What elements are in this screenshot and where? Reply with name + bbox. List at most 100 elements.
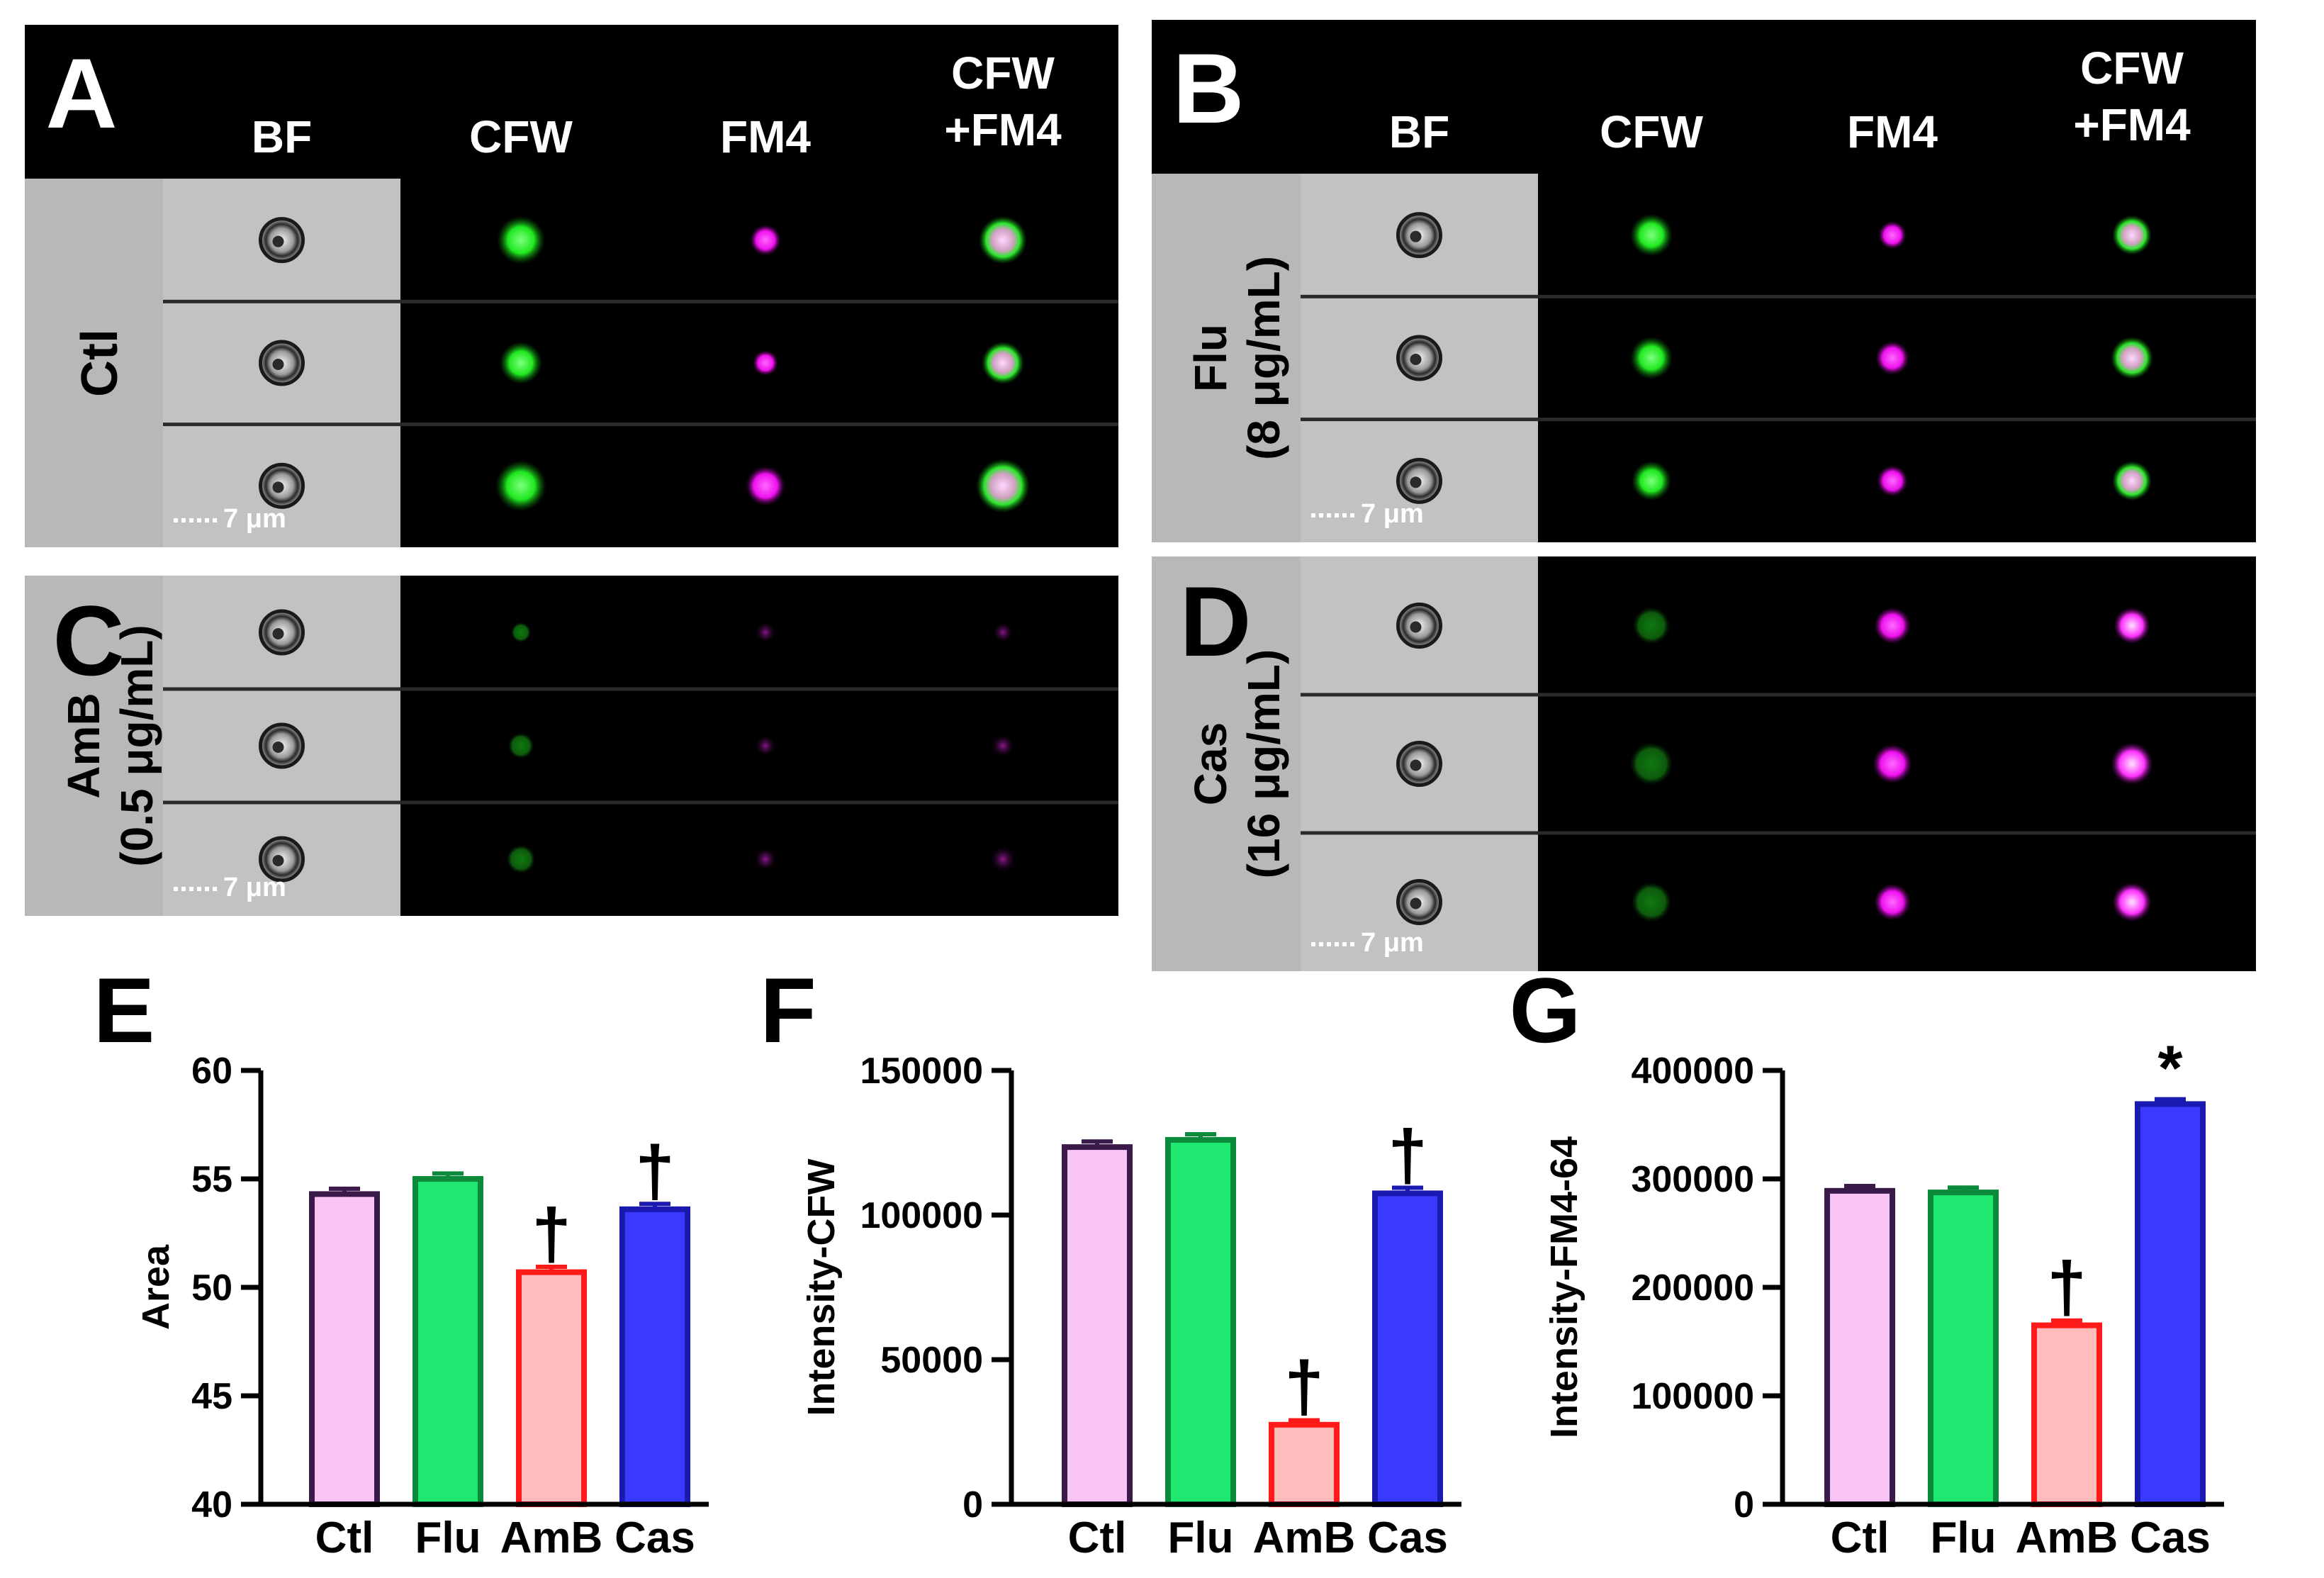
y-tick-label: 400000 <box>1631 1051 1754 1092</box>
col-header-merge-line1: CFW <box>2080 43 2184 94</box>
row-label-line1: AmB <box>58 693 109 798</box>
y-tick-label: 150000 <box>860 1051 983 1092</box>
cfw-cell <box>497 216 545 264</box>
fm4-cell <box>1878 220 1907 250</box>
scale-bar-label: 7 μm <box>223 504 286 534</box>
fm4-cell <box>756 622 775 642</box>
fm4-cell <box>750 224 781 256</box>
col-header-cfw: CFW <box>469 111 573 162</box>
panel-d: 7 μm Cas (16 μg/mL)D <box>1152 556 2256 971</box>
y-tick-label: 100000 <box>1631 1376 1754 1417</box>
bf-cell-core <box>1410 354 1422 365</box>
y-tick-label: 0 <box>962 1484 983 1526</box>
row-label-line1: Cas <box>1185 722 1236 805</box>
bar-charts: E Ctl Flu † AmB † Cas 40 45 50 55 60 Area F Ctl Flu † AmB… <box>94 958 2224 1562</box>
y-axis-label: Area <box>135 1244 177 1330</box>
merge-cell <box>992 734 1014 757</box>
x-tick-label-ctl: Ctl <box>1068 1513 1127 1562</box>
col-header-cfw: CFW <box>1600 106 1703 157</box>
row-label-column <box>1152 556 1301 971</box>
y-tick-label: 45 <box>191 1376 232 1417</box>
cfw-cell <box>1630 742 1673 785</box>
fm4-cell <box>1875 341 1909 375</box>
bf-cell-core <box>1410 476 1422 488</box>
x-tick-label-flu: Flu <box>1931 1513 1997 1562</box>
bar-ctl <box>1062 1144 1133 1507</box>
fm4-cell <box>756 736 775 756</box>
y-axis-label: Intensity-CFW <box>800 1158 843 1416</box>
x-tick-label-cas: Cas <box>1367 1513 1448 1562</box>
panel-c: 7 μm AmB (0.5 μg/mL)C <box>25 576 1118 916</box>
scale-bar-label: 7 μm <box>1361 499 1424 529</box>
bar-cas <box>619 1206 690 1507</box>
col-header-merge-line2: +FM4 <box>944 104 1062 155</box>
x-tick-label-ctl: Ctl <box>1831 1513 1890 1562</box>
significance-mark-cas: † <box>1388 1115 1427 1194</box>
merge-cell <box>979 216 1027 264</box>
merge-cell <box>2112 461 2152 501</box>
row-label-column <box>1152 174 1301 542</box>
y-tick-label: 100000 <box>860 1195 983 1236</box>
bar-flu <box>1165 1136 1236 1508</box>
cfw-cell <box>511 622 531 642</box>
bf-cell-core <box>1410 230 1422 242</box>
cfw-cell <box>1632 461 1671 501</box>
y-tick-label: 50 <box>191 1268 232 1309</box>
fm4-cell <box>1874 883 1911 921</box>
x-tick-label-amb: AmB <box>500 1513 603 1562</box>
y-tick-label: 200000 <box>1631 1268 1754 1309</box>
panel-header-bar <box>25 25 1118 179</box>
bar-amb <box>516 1269 587 1507</box>
bar-cas <box>2135 1101 2206 1508</box>
x-tick-label-amb: AmB <box>2016 1513 2118 1562</box>
col-header-merge-line2: +FM4 <box>2073 99 2191 150</box>
merge-cell <box>2111 742 2153 785</box>
bf-cell-core <box>1410 897 1422 910</box>
bar-ctl <box>1824 1187 1895 1507</box>
cfw-cell <box>495 460 546 512</box>
bf-cell-core <box>1410 759 1422 771</box>
panel-letter: C <box>52 585 124 696</box>
bf-cell-core <box>272 481 284 493</box>
row-label-column <box>25 179 163 547</box>
cfw-cell <box>507 845 535 873</box>
merge-cell <box>976 459 1030 513</box>
row-label-line2: (0.5 μg/mL) <box>111 625 162 866</box>
fm4-cell <box>746 466 785 506</box>
chart-e: E Ctl Flu † AmB † Cas 40 45 50 55 60 Area <box>94 958 709 1562</box>
bf-cell-core <box>1410 621 1422 633</box>
panel-letter: G <box>1509 958 1581 1062</box>
row-label-column <box>25 576 163 916</box>
col-header-bf: BF <box>1389 106 1449 157</box>
y-tick-label: 300000 <box>1631 1159 1754 1200</box>
bf-cell-core <box>272 855 284 866</box>
x-tick-label-ctl: Ctl <box>315 1513 374 1562</box>
fm4-cell <box>1877 465 1908 497</box>
bf-cell-core <box>272 628 284 639</box>
cfw-cell <box>1632 882 1671 922</box>
row-label-line2: (16 μg/mL) <box>1238 649 1289 879</box>
x-tick-label-cas: Cas <box>614 1513 695 1562</box>
y-tick-label: 0 <box>1734 1484 1754 1526</box>
panel-letter: A <box>45 38 117 149</box>
y-axis-label: Intensity-FM4-64 <box>1543 1136 1585 1438</box>
merge-cell <box>982 342 1024 384</box>
x-tick-label-flu: Flu <box>1168 1513 1234 1562</box>
y-tick-label: 60 <box>191 1051 232 1092</box>
scale-bar-label: 7 μm <box>1361 928 1424 958</box>
row-label-line1: Flu <box>1185 324 1236 392</box>
cfw-cell <box>1633 607 1670 644</box>
bar-ctl <box>309 1191 380 1508</box>
col-header-bf: BF <box>252 111 312 162</box>
panel-header-bar <box>1152 20 2256 174</box>
panel-letter: F <box>760 958 816 1062</box>
scale-bar-label: 7 μm <box>223 873 286 902</box>
col-header-fm4: FM4 <box>720 111 811 162</box>
significance-mark-amb: † <box>2047 1248 2087 1327</box>
bar-flu <box>1928 1190 1999 1507</box>
cfw-cell <box>500 342 542 384</box>
cfw-cell <box>1630 213 1673 257</box>
